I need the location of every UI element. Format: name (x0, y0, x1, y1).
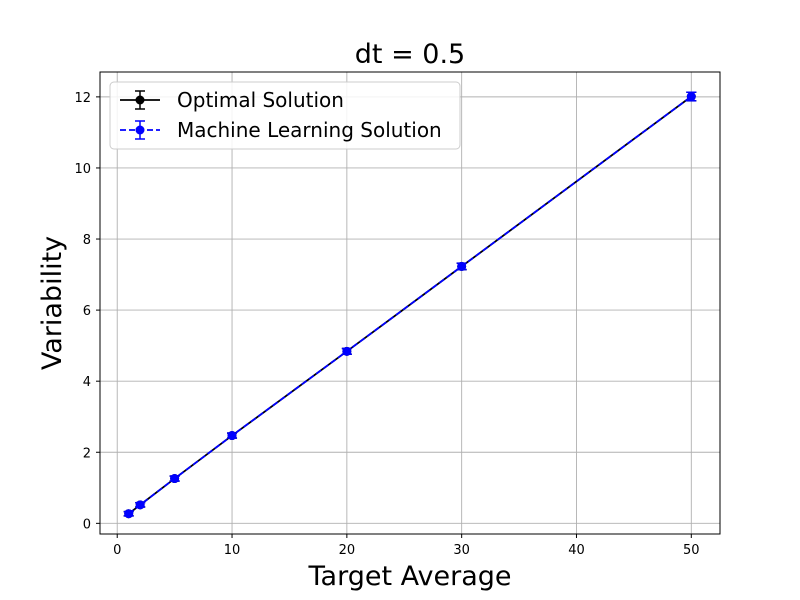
y-tick-label: 2 (83, 446, 91, 461)
data-point (457, 261, 467, 271)
legend-entry-ml: Machine Learning Solution (120, 118, 442, 142)
x-tick-label: 20 (339, 543, 356, 558)
plot-frame (99, 71, 721, 535)
data-point (170, 474, 180, 484)
series-1 (123, 91, 697, 519)
data-point (135, 500, 145, 510)
y-axis-label: Variability (37, 236, 68, 370)
data-point (342, 346, 352, 356)
legend-marker-ml (135, 125, 145, 135)
series-layer (123, 91, 697, 519)
legend-marker-optimal (135, 95, 145, 105)
legend: Optimal Solution Machine Learning Soluti… (109, 81, 461, 150)
x-axis-label: Target Average (308, 561, 512, 592)
y-tick-label: 10 (74, 162, 91, 177)
x-tick-label: 40 (568, 543, 585, 558)
legend-entry-optimal: Optimal Solution (120, 88, 344, 112)
y-tick-label: 12 (74, 91, 91, 106)
y-tick-label: 6 (83, 304, 91, 319)
data-point (124, 509, 134, 519)
x-tick-label: 10 (224, 543, 241, 558)
y-tick-label: 8 (83, 233, 91, 248)
x-tick-label: 0 (113, 543, 121, 558)
y-tick-label: 4 (83, 375, 91, 390)
legend-label-ml: Machine Learning Solution (177, 118, 442, 142)
y-tick-label: 0 (83, 517, 91, 532)
legend-box (109, 81, 461, 150)
x-tick-label: 50 (683, 543, 700, 558)
data-point (227, 431, 237, 441)
chart-title: dt = 0.5 (355, 39, 465, 70)
x-tick-label: 30 (453, 543, 470, 558)
ticks: 0 10 20 30 40 50 0 2 4 6 8 10 12 (74, 91, 699, 558)
data-point (686, 92, 696, 102)
legend-label-optimal: Optimal Solution (177, 88, 344, 112)
